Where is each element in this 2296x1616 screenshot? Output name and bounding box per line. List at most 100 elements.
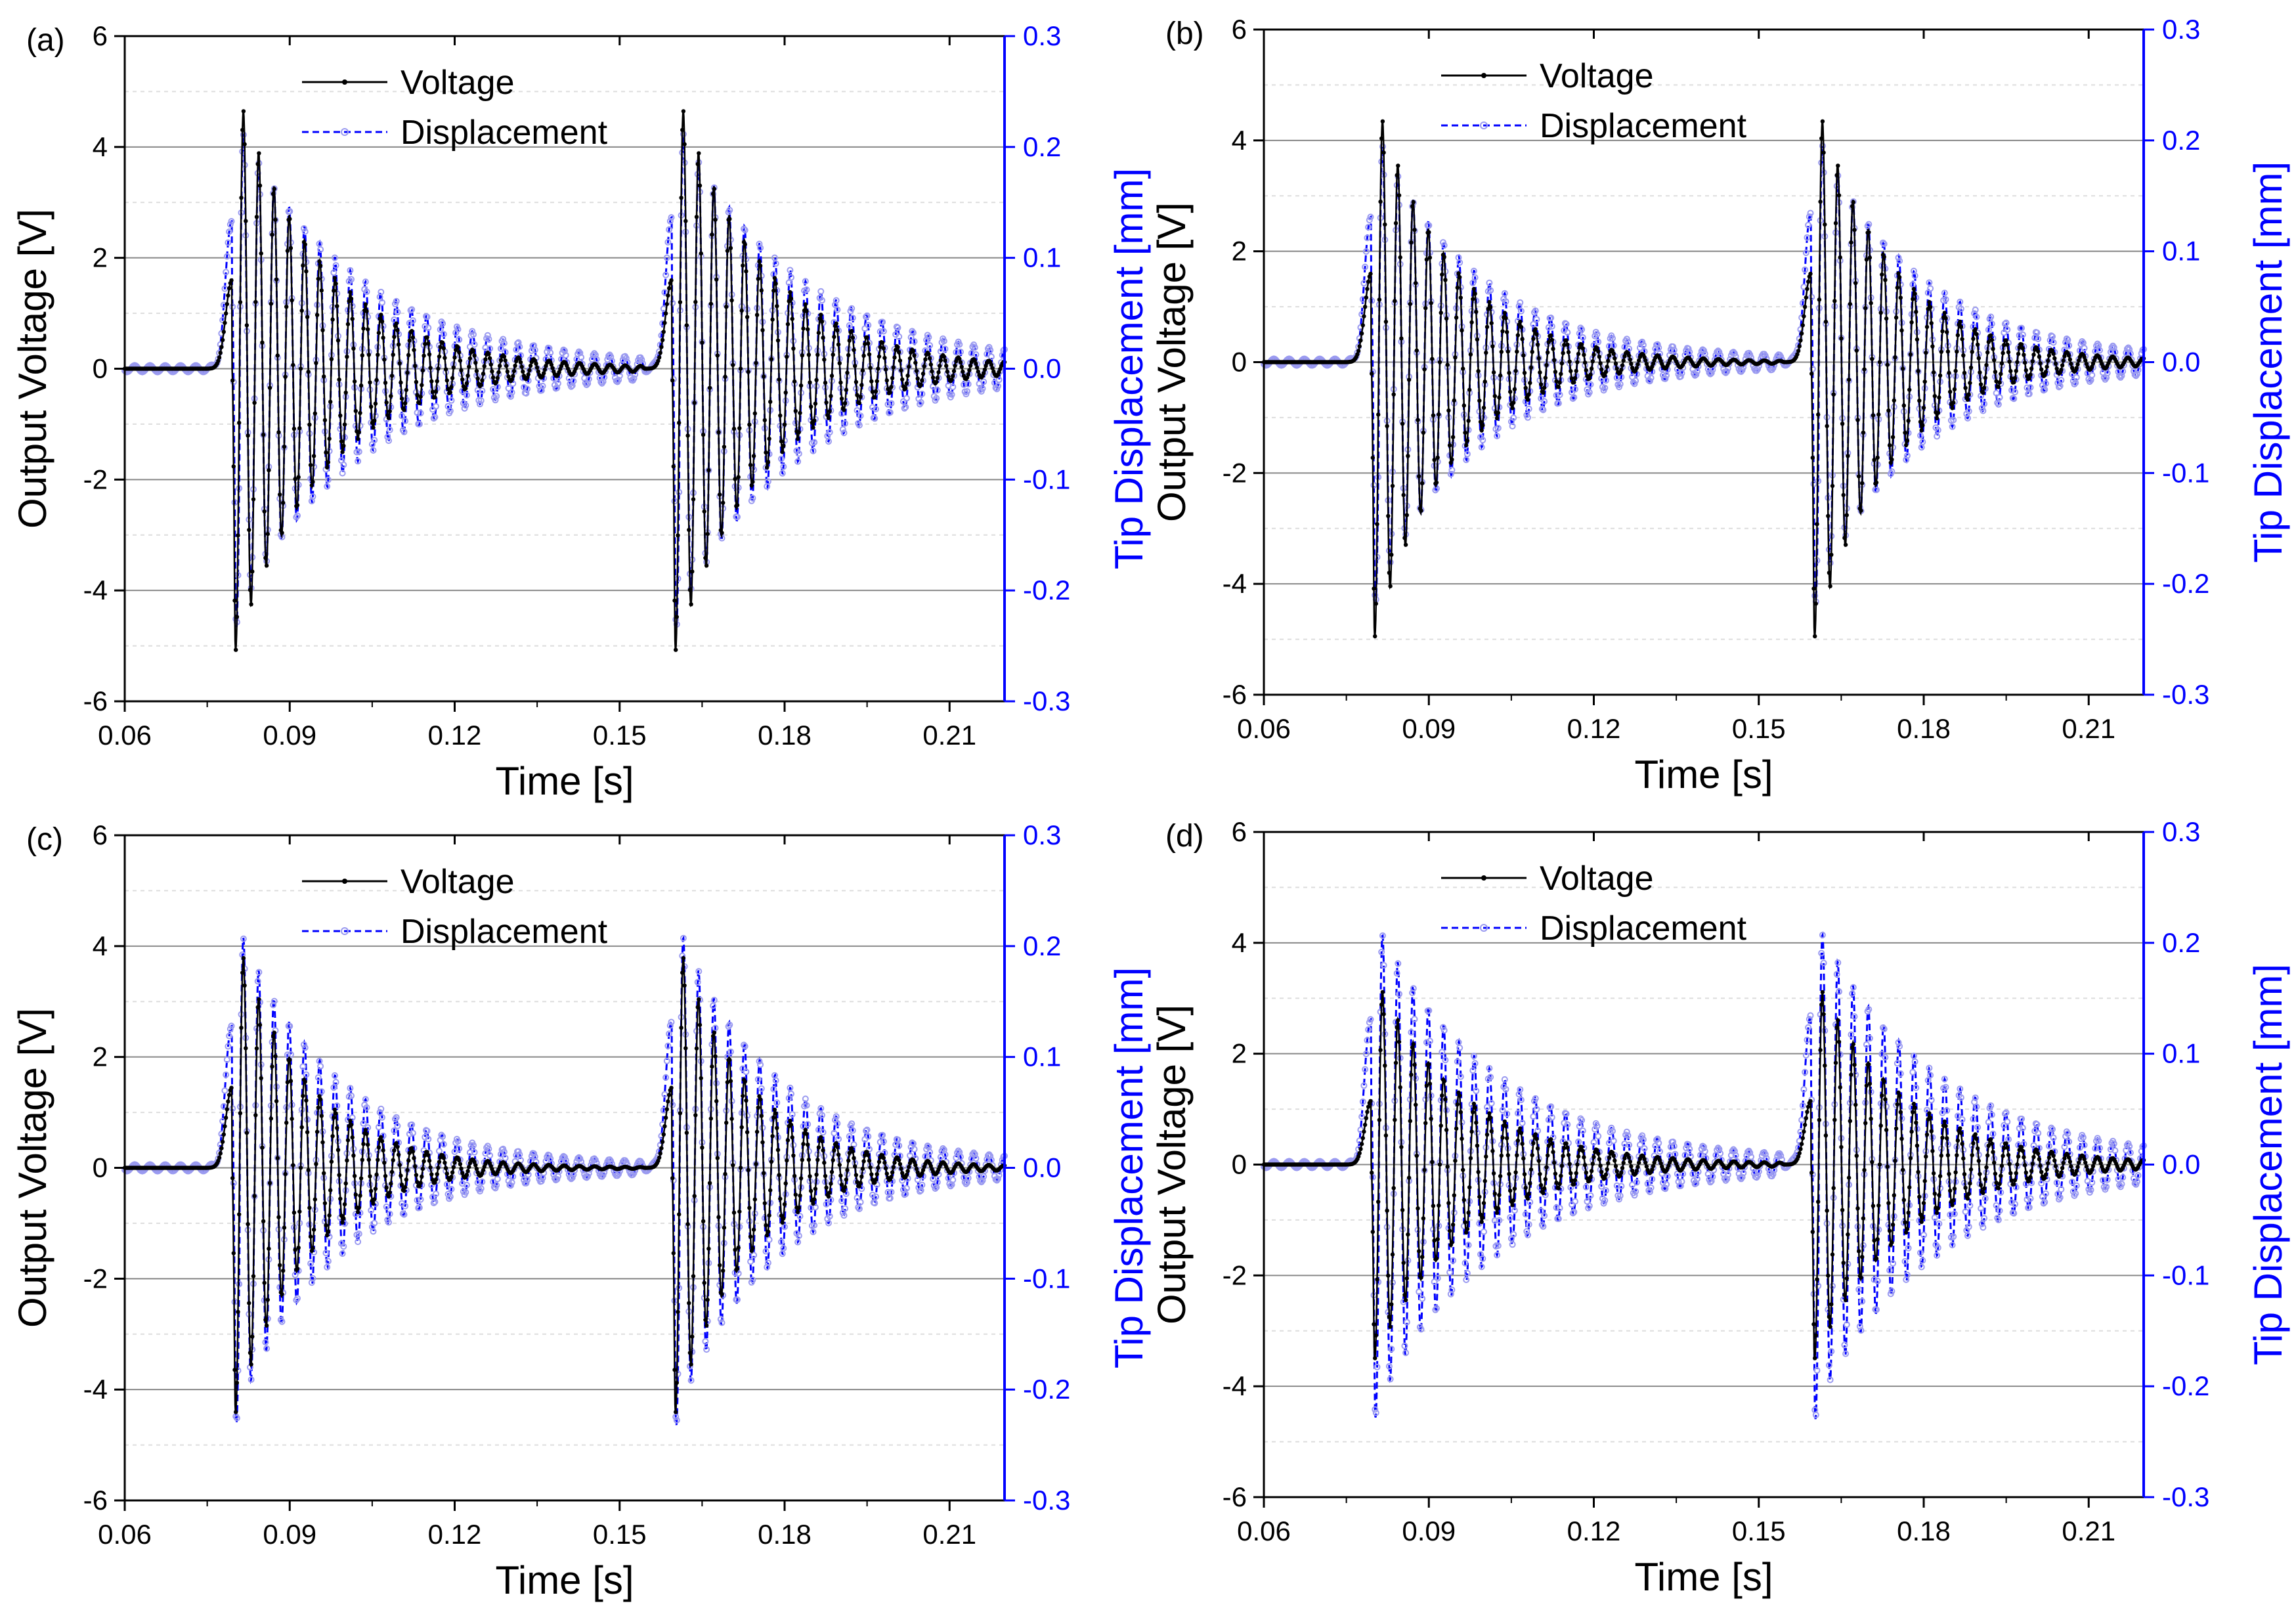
displacement-point — [1463, 450, 1471, 458]
voltage-point — [441, 1156, 446, 1160]
displacement-point — [1440, 242, 1448, 249]
y-left-tick-label: -4 — [1223, 568, 1247, 599]
voltage-point — [705, 1298, 710, 1302]
voltage-point — [397, 361, 402, 366]
voltage-point — [915, 376, 920, 381]
voltage-point — [244, 1046, 248, 1051]
y-left-tick-label: 0 — [1232, 347, 1247, 378]
y-left-tick-label: 2 — [1232, 236, 1247, 267]
voltage-point — [701, 1219, 706, 1224]
voltage-point — [674, 615, 680, 619]
voltage-point — [244, 1130, 249, 1135]
voltage-point — [428, 1165, 433, 1170]
voltage-point — [808, 380, 812, 385]
voltage-point — [935, 376, 940, 380]
voltage-point — [836, 342, 841, 347]
voltage-point — [1851, 200, 1855, 205]
voltage-point — [474, 368, 479, 374]
voltage-point — [1798, 338, 1803, 343]
voltage-point — [2012, 380, 2016, 385]
voltage-point — [967, 368, 972, 372]
voltage-point — [263, 1317, 268, 1322]
y-right-tick-label: -0.3 — [2162, 679, 2209, 710]
voltage-point — [498, 358, 504, 362]
voltage-point — [800, 353, 805, 358]
voltage-point — [506, 374, 511, 379]
chart-panel-c: 0.06 0.09 0.12 0.15 0.18 0.21-6-4-20246-0.3-0… — [11, 819, 1151, 1602]
voltage-point — [754, 360, 758, 366]
voltage-point — [355, 1210, 360, 1215]
voltage-point — [850, 328, 854, 334]
x-tick-label: 0.06 — [98, 720, 152, 751]
voltage-point — [1375, 522, 1379, 527]
voltage-point — [1842, 536, 1847, 540]
displacement-point — [508, 389, 515, 396]
voltage-point — [384, 1185, 389, 1190]
voltage-point — [765, 1233, 769, 1238]
voltage-point — [404, 1177, 408, 1182]
displacement-point — [957, 348, 964, 355]
voltage-point — [341, 443, 346, 448]
voltage-point — [783, 1181, 788, 1186]
displacement-point — [993, 385, 1001, 393]
voltage-point — [467, 356, 473, 360]
displacement-point — [1470, 267, 1477, 274]
voltage-point — [254, 1046, 259, 1051]
voltage-point — [1996, 385, 2001, 389]
voltage-point — [276, 1215, 281, 1219]
y-right-tick-label: -0.1 — [1023, 464, 1070, 494]
voltage-point — [1458, 295, 1463, 300]
voltage-point — [314, 1129, 320, 1134]
voltage-point — [703, 556, 708, 560]
voltage-point — [852, 347, 856, 353]
voltage-point — [791, 1153, 796, 1158]
voltage-point — [1599, 367, 1604, 372]
voltage-point — [938, 364, 942, 368]
voltage-point — [223, 1116, 228, 1120]
voltage-point — [847, 338, 852, 343]
voltage-point — [1377, 297, 1382, 302]
voltage-point — [320, 1140, 325, 1145]
voltage-point — [1406, 454, 1410, 458]
displacement-point — [286, 207, 293, 215]
voltage-point — [681, 955, 686, 961]
voltage-point — [2045, 364, 2049, 369]
voltage-point — [789, 1122, 794, 1127]
voltage-point — [379, 313, 383, 317]
voltage-point — [867, 1158, 872, 1163]
voltage-point — [263, 556, 268, 560]
displacement-point — [839, 426, 846, 433]
voltage-point — [691, 497, 696, 502]
displacement-point — [596, 374, 603, 382]
voltage-point — [788, 290, 792, 295]
displacement-point — [1487, 287, 1494, 294]
voltage-point — [1549, 338, 1554, 342]
displacement-point — [880, 328, 887, 335]
y-right-tick-label: -0.2 — [1023, 575, 1070, 605]
displacement-point — [1525, 405, 1532, 412]
displacement-point — [1479, 437, 1486, 444]
displacement-point — [666, 226, 673, 233]
voltage-point — [1597, 355, 1602, 359]
displacement-point — [1365, 224, 1372, 230]
voltage-point — [311, 479, 315, 484]
voltage-point — [1396, 164, 1400, 168]
voltage-point — [773, 281, 778, 286]
voltage-point — [1543, 376, 1548, 380]
displacement-point — [987, 347, 994, 354]
voltage-point — [418, 1181, 423, 1185]
voltage-point — [1841, 492, 1846, 498]
voltage-point — [1376, 412, 1381, 417]
voltage-point — [793, 1192, 798, 1197]
voltage-point — [974, 361, 978, 366]
voltage-point — [288, 217, 292, 221]
voltage-point — [907, 364, 911, 369]
voltage-point — [363, 302, 368, 307]
displacement-point — [1379, 143, 1386, 150]
voltage-point — [1440, 272, 1444, 277]
voltage-point — [679, 1026, 683, 1030]
voltage-point — [951, 374, 955, 378]
voltage-point — [265, 1298, 270, 1302]
voltage-point — [819, 319, 825, 324]
voltage-point — [242, 983, 247, 988]
